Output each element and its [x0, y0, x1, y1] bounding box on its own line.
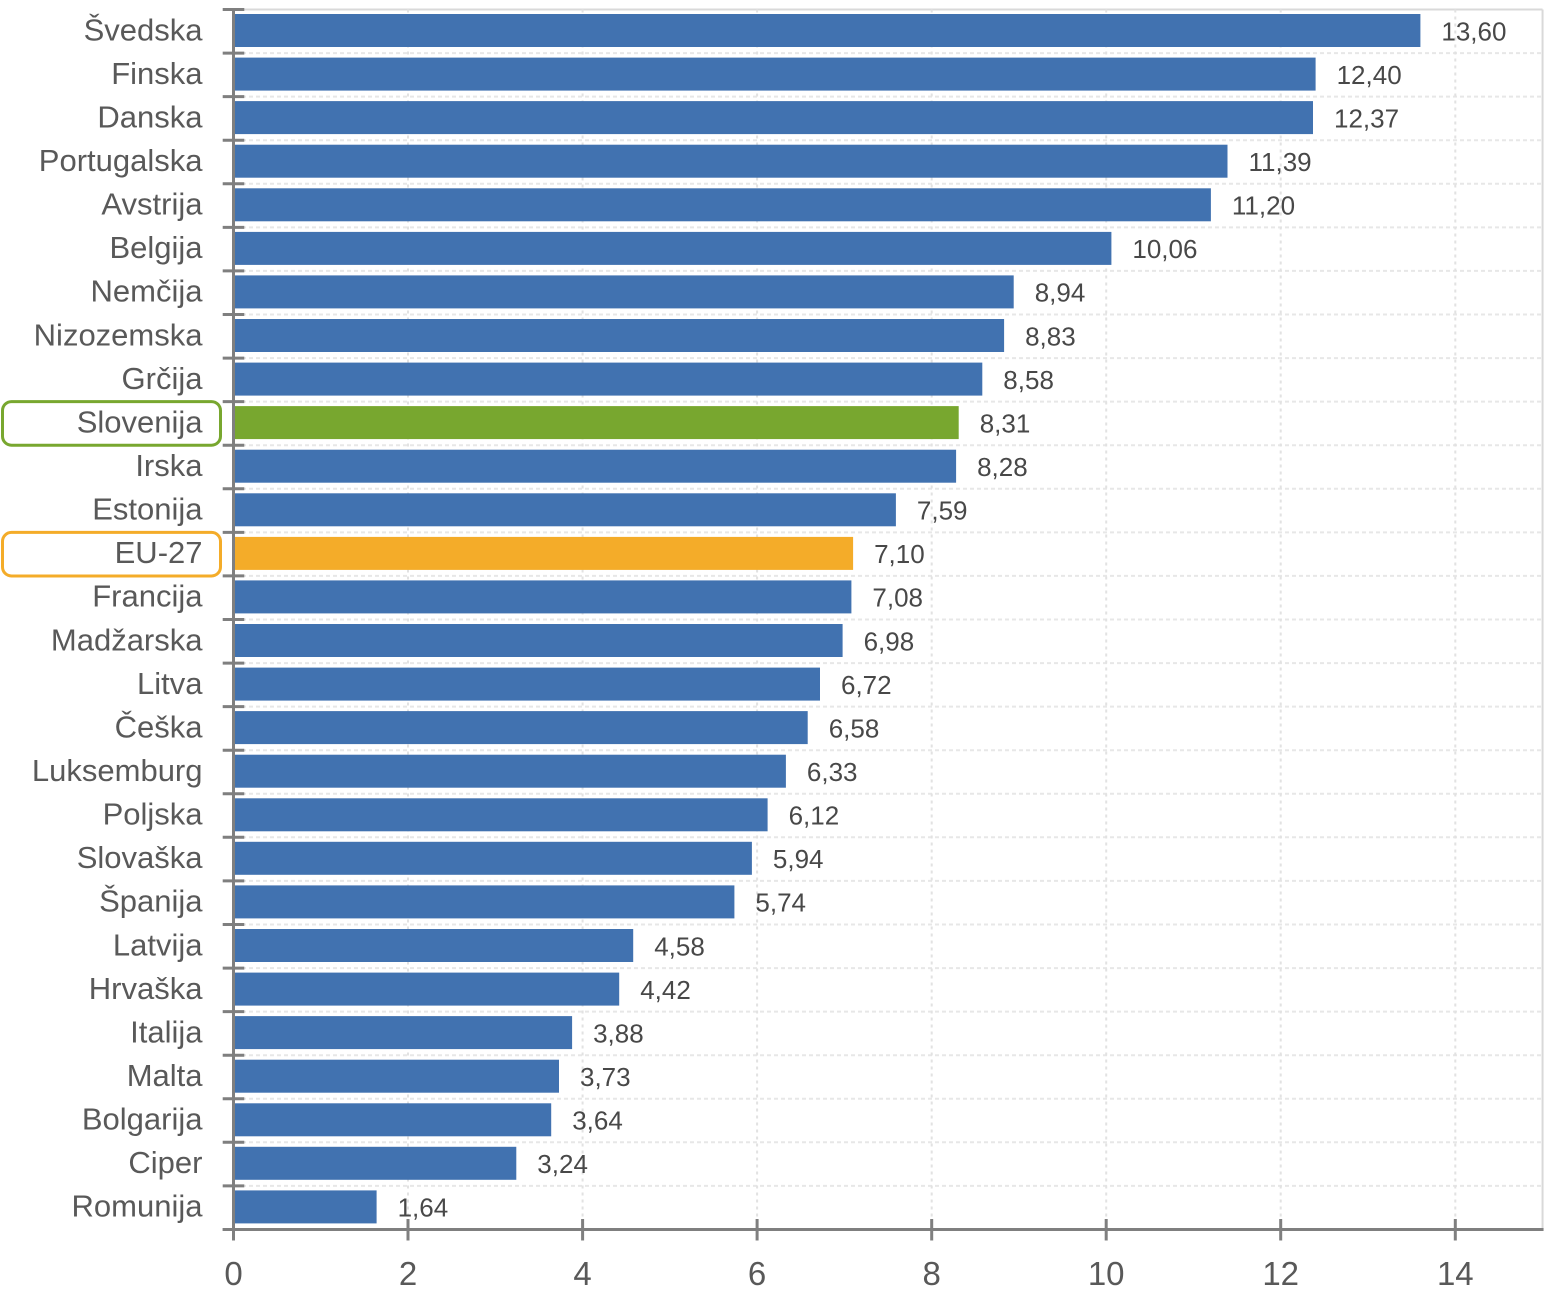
svg-text:3,24: 3,24	[537, 1149, 588, 1179]
svg-text:Švedska: Švedska	[84, 12, 204, 47]
svg-text:11,39: 11,39	[1249, 147, 1312, 177]
svg-text:Slovenija: Slovenija	[77, 404, 204, 439]
svg-text:Madžarska: Madžarska	[51, 622, 203, 657]
svg-text:7,10: 7,10	[874, 539, 925, 569]
svg-text:6,58: 6,58	[829, 713, 880, 743]
svg-text:Latvija: Latvija	[113, 927, 203, 962]
svg-text:4,58: 4,58	[654, 931, 705, 961]
svg-text:7,59: 7,59	[917, 496, 968, 526]
svg-text:Litva: Litva	[137, 666, 203, 701]
svg-text:8,94: 8,94	[1035, 278, 1086, 308]
svg-text:Danska: Danska	[97, 99, 203, 134]
svg-text:8: 8	[923, 1255, 941, 1292]
svg-text:8,31: 8,31	[980, 408, 1031, 438]
svg-text:Portugalska: Portugalska	[39, 143, 203, 178]
svg-text:Hrvaška: Hrvaška	[89, 971, 203, 1006]
svg-text:2: 2	[399, 1255, 417, 1292]
svg-text:6,72: 6,72	[841, 670, 892, 700]
svg-text:Ciper: Ciper	[128, 1145, 202, 1180]
svg-text:EU-27: EU-27	[115, 535, 203, 570]
svg-text:3,73: 3,73	[580, 1062, 631, 1092]
svg-text:Italija: Italija	[130, 1014, 203, 1049]
svg-text:6,33: 6,33	[807, 757, 858, 787]
svg-text:Finska: Finska	[111, 56, 203, 91]
svg-text:12: 12	[1262, 1255, 1299, 1292]
svg-text:Poljska: Poljska	[103, 797, 204, 832]
svg-text:Nizozemska: Nizozemska	[34, 317, 204, 352]
svg-text:7,08: 7,08	[872, 583, 923, 613]
svg-text:Grčija: Grčija	[122, 361, 204, 396]
svg-text:12,37: 12,37	[1334, 103, 1399, 133]
svg-text:Slovaška: Slovaška	[77, 840, 204, 875]
svg-text:8,28: 8,28	[977, 452, 1028, 482]
svg-text:11,20: 11,20	[1232, 191, 1295, 221]
svg-text:Belgija: Belgija	[109, 230, 203, 265]
svg-text:Malta: Malta	[127, 1058, 204, 1093]
svg-text:Španija: Španija	[99, 884, 203, 919]
svg-text:Nemčija: Nemčija	[91, 274, 204, 309]
svg-text:8,83: 8,83	[1025, 321, 1076, 351]
svg-text:1,64: 1,64	[398, 1193, 449, 1223]
svg-text:13,60: 13,60	[1441, 16, 1506, 46]
svg-text:Francija: Francija	[92, 579, 203, 614]
svg-text:Avstrija: Avstrija	[101, 187, 203, 222]
svg-text:6,12: 6,12	[789, 801, 840, 831]
svg-text:12,40: 12,40	[1337, 60, 1402, 90]
svg-text:14: 14	[1437, 1255, 1474, 1292]
svg-text:5,94: 5,94	[773, 844, 824, 874]
svg-text:0: 0	[224, 1255, 242, 1292]
svg-text:10: 10	[1088, 1255, 1125, 1292]
svg-text:Estonija: Estonija	[92, 492, 203, 527]
svg-text:3,88: 3,88	[593, 1018, 644, 1048]
svg-text:3,64: 3,64	[572, 1106, 623, 1136]
svg-text:8,58: 8,58	[1003, 365, 1054, 395]
svg-text:6,98: 6,98	[864, 626, 915, 656]
svg-text:Irska: Irska	[135, 448, 203, 483]
svg-text:Luksemburg: Luksemburg	[32, 753, 203, 788]
svg-text:6: 6	[748, 1255, 766, 1292]
svg-text:Bolgarija: Bolgarija	[82, 1102, 203, 1137]
svg-text:5,74: 5,74	[755, 888, 806, 918]
svg-text:Romunija: Romunija	[72, 1189, 204, 1224]
svg-text:4,42: 4,42	[640, 975, 691, 1005]
svg-text:Češka: Češka	[115, 709, 204, 744]
svg-text:4: 4	[573, 1255, 591, 1292]
svg-text:10,06: 10,06	[1132, 234, 1197, 264]
